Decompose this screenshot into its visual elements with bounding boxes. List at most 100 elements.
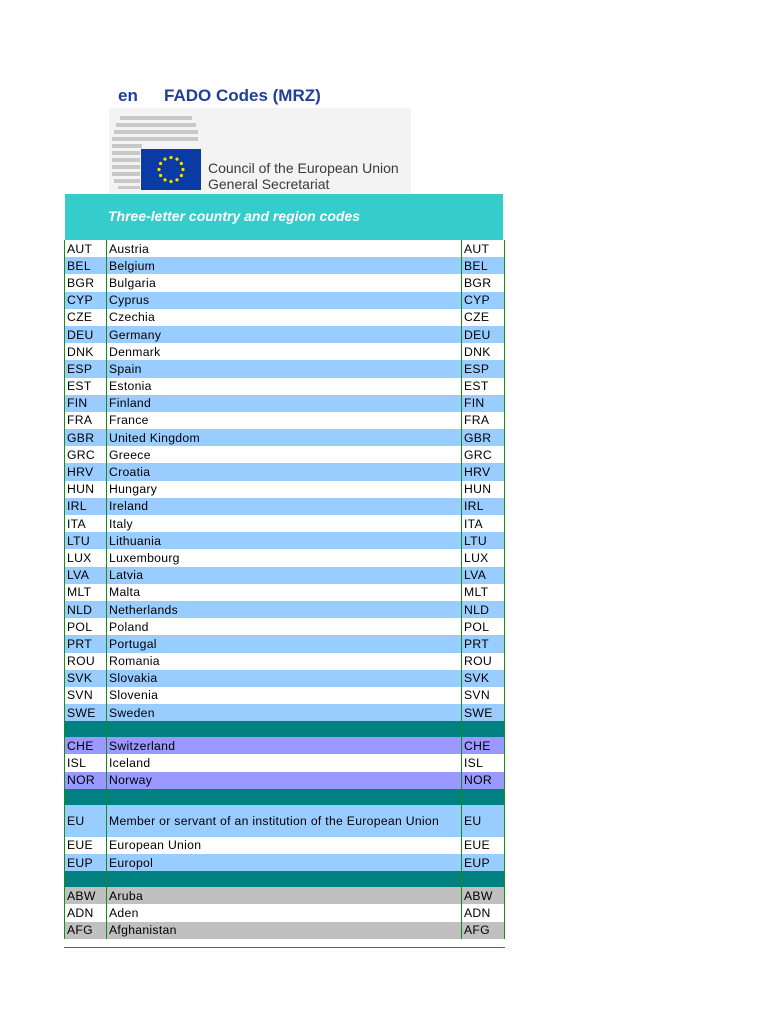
name-cell: Ireland <box>106 497 462 515</box>
code-cell-right: SVN <box>461 686 505 705</box>
code-cell-right: BEL <box>461 257 505 275</box>
table-row: NLD Netherlands NLD <box>64 600 505 619</box>
table-row: PRT Portugal PRT <box>64 635 505 653</box>
table-row: HRV Croatia HRV <box>64 463 505 481</box>
code-cell-right: DEU <box>461 325 505 344</box>
code-cell-right: PRT <box>461 635 505 653</box>
separator-row <box>64 871 505 888</box>
code-cell: EU <box>64 804 107 837</box>
separator-row <box>64 721 505 738</box>
name-cell: Europol <box>106 854 462 872</box>
table-row: SVK Slovakia SVK <box>64 669 505 687</box>
code-cell-right: MLT <box>461 583 505 601</box>
code-cell: ROU <box>64 652 107 670</box>
code-cell-right: FRA <box>461 411 505 430</box>
table-row: LUX Luxembourg LUX <box>64 549 505 567</box>
table-row: AUT Austria AUT <box>64 240 505 258</box>
code-cell: ISL <box>64 754 107 772</box>
code-cell: SVK <box>64 669 107 687</box>
code-cell-right <box>461 788 505 805</box>
table-row: GRC Greece GRC <box>64 446 505 464</box>
code-cell: POL <box>64 618 107 636</box>
code-cell-right: LTU <box>461 532 505 550</box>
table-row: EST Estonia EST <box>64 377 505 395</box>
code-cell: GBR <box>64 429 107 447</box>
section-title: Three-letter country and region codes <box>108 208 361 224</box>
name-cell: Latvia <box>106 566 462 584</box>
table-row: ISL Iceland ISL <box>64 754 505 772</box>
code-cell-right <box>461 871 505 888</box>
table-row: DNK Denmark DNK <box>64 343 505 361</box>
code-cell: ITA <box>64 515 107 533</box>
code-cell-right: ROU <box>461 652 505 670</box>
name-cell: Netherlands <box>106 600 462 619</box>
table-row: FIN Finland FIN <box>64 394 505 412</box>
code-cell: ADN <box>64 904 107 922</box>
name-cell: Belgium <box>106 257 462 275</box>
code-cell <box>64 871 107 888</box>
table-row: POL Poland POL <box>64 618 505 636</box>
code-cell-right: AFG <box>461 921 505 939</box>
name-cell: Cyprus <box>106 291 462 309</box>
code-cell-right: BGR <box>461 274 505 292</box>
code-cell-right: CYP <box>461 291 505 309</box>
code-cell: HRV <box>64 463 107 481</box>
code-cell-right: EST <box>461 377 505 395</box>
name-cell: Switzerland <box>106 737 462 755</box>
name-cell: Czechia <box>106 308 462 326</box>
code-cell-right: ISL <box>461 754 505 772</box>
code-cell: SVN <box>64 686 107 705</box>
table-row: HUN Hungary HUN <box>64 480 505 498</box>
code-cell-right <box>461 721 505 738</box>
section-title-band: Three-letter country and region codes <box>65 194 503 240</box>
code-cell-right: NLD <box>461 600 505 619</box>
code-cell: MLT <box>64 583 107 601</box>
code-cell: NLD <box>64 600 107 619</box>
building-icon <box>112 116 198 189</box>
table-row: FRA France FRA <box>64 411 505 430</box>
code-cell-right: ADN <box>461 904 505 922</box>
name-cell: Slovakia <box>106 669 462 687</box>
name-cell: Poland <box>106 618 462 636</box>
code-cell: FRA <box>64 411 107 430</box>
code-cell: BGR <box>64 274 107 292</box>
table-row: EU Member or servant of an institution of… <box>64 804 505 837</box>
logo-line-1: Council of the European Union <box>208 160 399 176</box>
name-cell: Croatia <box>106 463 462 481</box>
code-cell: ABW <box>64 887 107 905</box>
name-cell: France <box>106 411 462 430</box>
table-row: EUE European Union EUE <box>64 836 505 854</box>
name-cell: Lithuania <box>106 532 462 550</box>
code-cell: DNK <box>64 343 107 361</box>
table-row: SWE Sweden SWE <box>64 704 505 722</box>
table-row: ADN Aden ADN <box>64 904 505 922</box>
table-row: ROU Romania ROU <box>64 652 505 670</box>
name-cell: Hungary <box>106 480 462 498</box>
table-row: AFG Afghanistan AFG <box>64 921 505 939</box>
code-cell <box>64 721 107 738</box>
code-cell: CHE <box>64 737 107 755</box>
table-row: NOR Norway NOR <box>64 771 505 789</box>
name-cell: Bulgaria <box>106 274 462 292</box>
code-cell-right: ABW <box>461 887 505 905</box>
language-code: en <box>118 86 138 105</box>
name-cell: United Kingdom <box>106 429 462 447</box>
code-cell: ESP <box>64 360 107 378</box>
code-cell: AUT <box>64 240 107 258</box>
code-cell: NOR <box>64 771 107 789</box>
name-cell: Italy <box>106 515 462 533</box>
table-row: ABW Aruba ABW <box>64 887 505 905</box>
name-cell: Slovenia <box>106 686 462 705</box>
name-cell: Iceland <box>106 754 462 772</box>
name-cell: Norway <box>106 771 462 789</box>
table-row: EUP Europol EUP <box>64 854 505 872</box>
code-cell-right: GRC <box>461 446 505 464</box>
table-row: CYP Cyprus CYP <box>64 291 505 309</box>
code-cell-right: LUX <box>461 549 505 567</box>
code-cell-right: IRL <box>461 497 505 515</box>
code-cell-right: EUE <box>461 836 505 854</box>
table-row: ESP Spain ESP <box>64 360 505 378</box>
code-cell: EUE <box>64 836 107 854</box>
code-cell-right: CHE <box>461 737 505 755</box>
code-cell-right: GBR <box>461 429 505 447</box>
